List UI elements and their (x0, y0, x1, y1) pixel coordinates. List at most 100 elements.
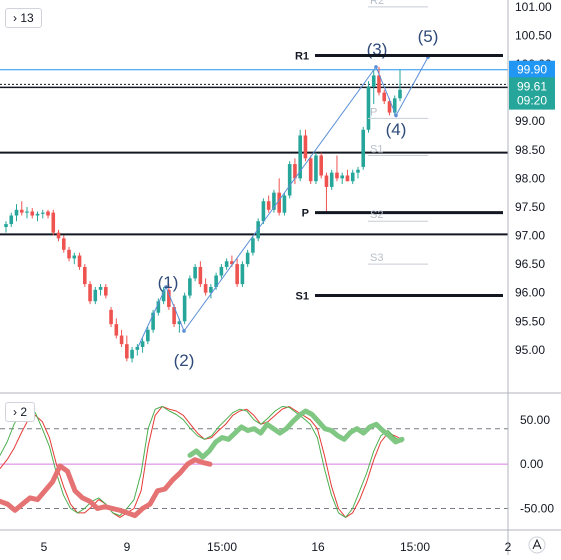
candle-body (140, 341, 145, 347)
candle-body (167, 289, 171, 307)
candle-body (235, 264, 239, 285)
candle-body (371, 75, 376, 87)
wave-label: (5) (418, 27, 439, 46)
osc-y-tick-label: 0.00 (520, 457, 544, 471)
candle-body (72, 255, 77, 259)
osc-y-tick-label: 50.00 (520, 413, 550, 427)
y-tick-label: 97.50 (515, 200, 545, 214)
candle-body (366, 86, 371, 130)
candle-body (88, 284, 92, 302)
candle-body (46, 211, 50, 216)
horizontal-levels (0, 69, 508, 236)
candle-body (40, 212, 45, 214)
candle-body (324, 175, 329, 187)
candle-body (308, 158, 313, 182)
candle-body (266, 201, 271, 210)
candle-body (340, 175, 345, 179)
price-tag-label: 09:20 (517, 94, 547, 108)
candle-body (35, 213, 40, 216)
wave-point (374, 65, 378, 69)
main-interval-label: 13 (20, 11, 34, 25)
candle-body (130, 349, 134, 359)
x-tick-label: 15:00 (400, 540, 430, 554)
candle-body (230, 261, 234, 265)
y-tick-label: 95.00 (515, 343, 545, 357)
candle-body (98, 286, 103, 290)
candle-body (382, 92, 387, 102)
candle-body (356, 169, 360, 173)
candle-body (329, 172, 334, 187)
candle-body (214, 275, 218, 287)
candle-body (9, 215, 14, 225)
candle-body (319, 155, 323, 176)
wave-label: (2) (174, 351, 195, 370)
price-tag (509, 60, 555, 79)
y-tick-label: 98.50 (515, 143, 545, 157)
candle-body (314, 155, 318, 182)
y-tick-label: 95.50 (515, 314, 545, 328)
candle-body (161, 289, 166, 302)
pivot-label: S1 (296, 291, 309, 303)
candle-body (93, 289, 98, 302)
candle-body (119, 335, 124, 345)
candle-body (377, 75, 381, 93)
candle-body (219, 266, 224, 276)
candle-body (261, 201, 266, 222)
candles (4, 66, 402, 363)
candle-body (251, 238, 255, 253)
wave-label: (1) (158, 273, 179, 292)
pivot-label-faint: S2 (370, 209, 383, 221)
osc-series-line (0, 406, 403, 518)
osc-y-tick-label: -50.00 (520, 501, 554, 515)
main-interval-toggle[interactable]: › 13 (5, 8, 42, 28)
chevron-right-icon: › (13, 405, 17, 419)
candle-body (104, 286, 108, 296)
candle-body (350, 172, 355, 182)
candle-body (203, 284, 208, 293)
chevron-right-icon: › (13, 11, 17, 25)
oscillator (0, 406, 508, 519)
candle-body (287, 164, 292, 196)
pivot-label-faint: P (370, 106, 377, 118)
candle-body (25, 211, 29, 213)
wave-path (137, 56, 429, 348)
candle-body (172, 306, 176, 325)
candle-body (198, 266, 203, 285)
y-tick-label: 98.00 (515, 171, 545, 185)
candle-body (151, 312, 155, 330)
y-tick-label: 100.50 (515, 28, 552, 42)
candle-body (156, 301, 161, 313)
pivot-label: R1 (295, 50, 309, 62)
candle-body (293, 164, 297, 179)
price-tag-label: 99.90 (517, 63, 547, 77)
price-tag (509, 77, 555, 96)
candle-body (61, 238, 66, 250)
candle-body (345, 175, 350, 182)
osc-series-line (187, 408, 405, 460)
candle-body (177, 321, 182, 325)
price-tag-label: 99.61 (517, 79, 547, 93)
osc-series-line (0, 406, 403, 518)
y-tick-label: 96.00 (515, 286, 545, 300)
candle-body (125, 344, 129, 359)
x-tick-label: 15:00 (207, 540, 237, 554)
oscillator-interval-label: 2 (20, 405, 28, 419)
candle-body (272, 192, 276, 210)
auto-scale-icon (532, 538, 542, 550)
candle-body (282, 195, 287, 213)
candle-body (398, 89, 402, 99)
oscillator-interval-toggle[interactable]: › 2 (5, 402, 36, 422)
candle-body (4, 224, 8, 227)
candle-body (277, 192, 281, 213)
candle-body (83, 266, 87, 285)
candle-body (77, 255, 82, 267)
price-tag (509, 91, 555, 110)
candle-body (209, 286, 213, 293)
candle-body (392, 98, 397, 113)
wave-point (182, 329, 186, 333)
candle-body (298, 135, 302, 179)
candle-body (67, 249, 71, 259)
pivot-label: P (302, 208, 309, 220)
candle-body (14, 209, 19, 216)
